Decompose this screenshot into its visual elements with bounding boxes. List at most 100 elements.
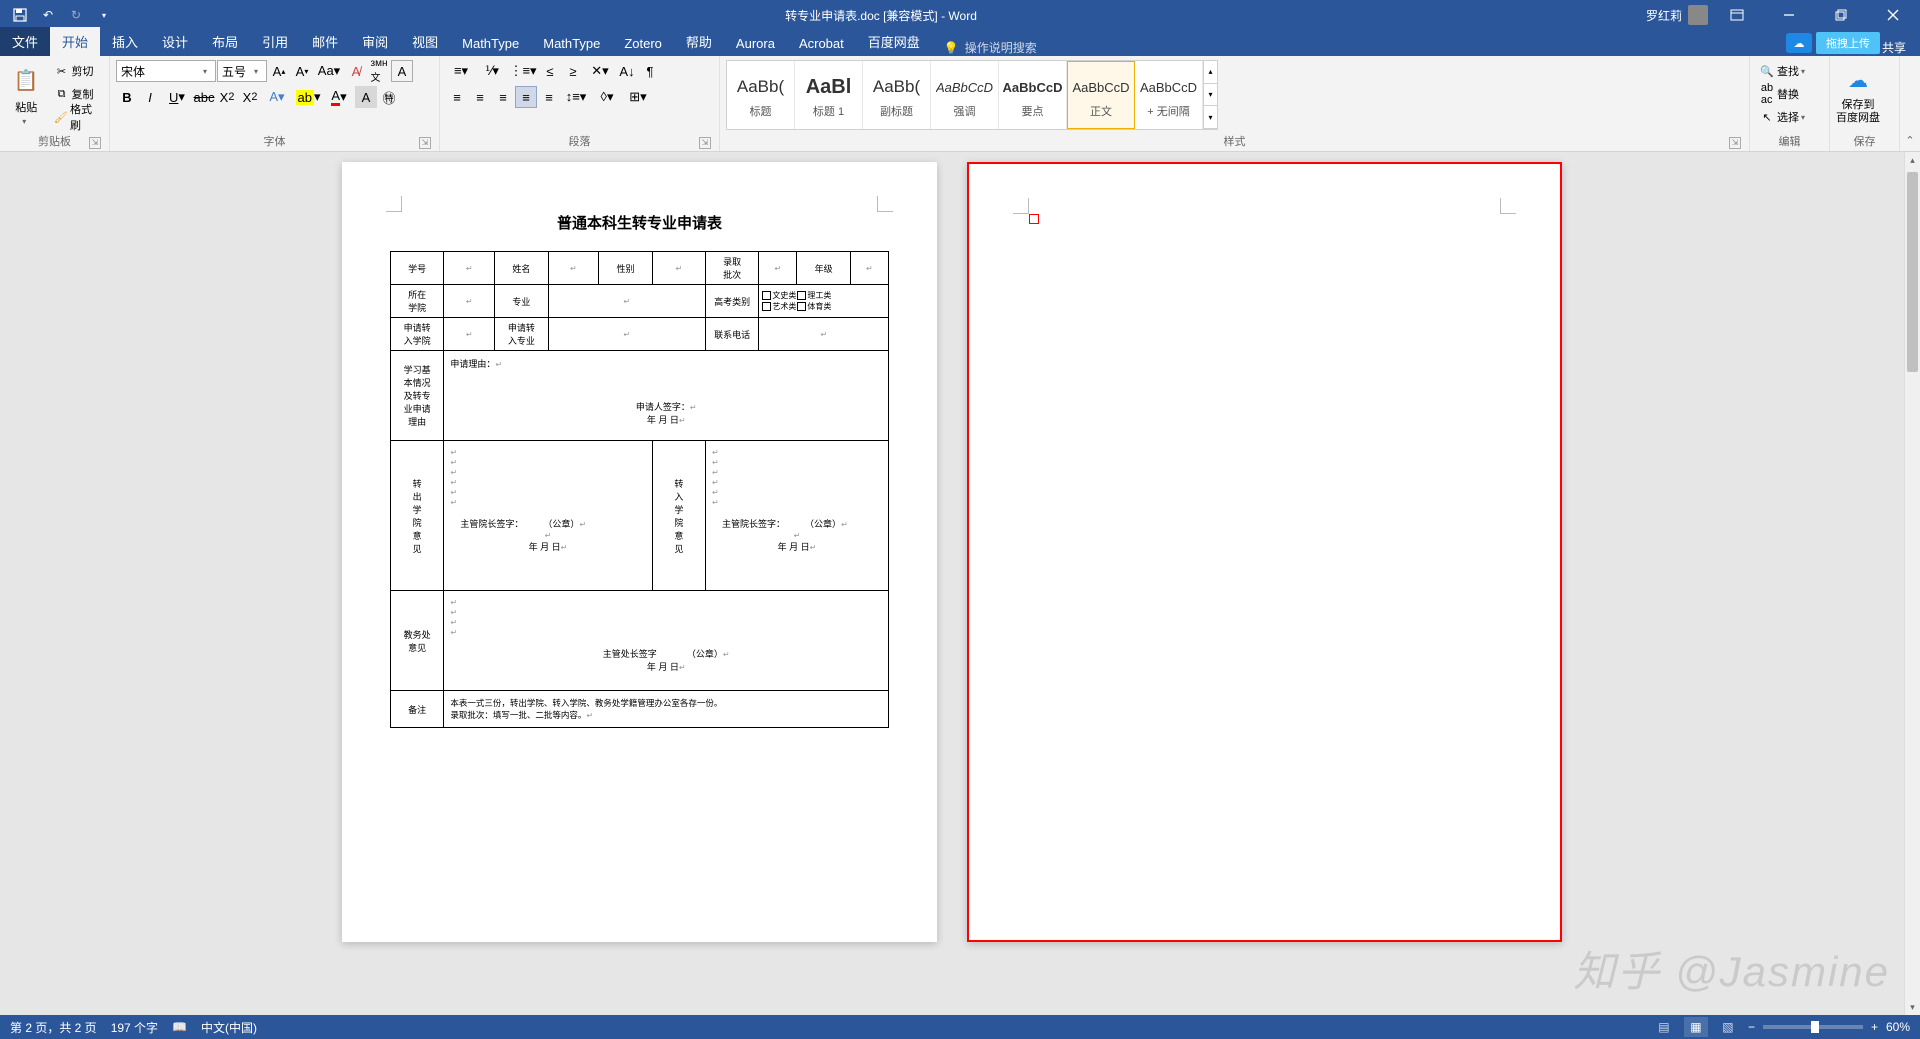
zoom-handle[interactable] [1811,1021,1819,1033]
zoom-level[interactable]: 60% [1886,1020,1910,1034]
character-shading-button[interactable]: A [355,86,377,108]
numbering-button[interactable]: ⅟▾ [477,60,507,82]
superscript-button[interactable]: X2 [239,86,261,108]
phonetic-guide-button[interactable]: змн文 [368,60,390,82]
baidu-cloud-icon[interactable]: ☁ [1786,33,1812,53]
tab-baidu[interactable]: 百度网盘 [856,27,932,56]
sort-button[interactable]: A↓ [616,60,638,82]
bullets-button[interactable]: ≡▾ [446,60,476,82]
tell-me-search[interactable]: 💡操作说明搜索 [932,39,1049,56]
qat-more-icon[interactable]: ▾ [92,3,116,27]
vertical-scrollbar[interactable]: ▴ ▾ [1904,152,1920,1015]
style-normal[interactable]: AaBbCcD正文 [1067,61,1135,129]
shading-button[interactable]: ◊▾ [592,86,622,108]
redo-button[interactable]: ↻ [64,3,88,27]
align-center-button[interactable]: ≡ [469,86,491,108]
bold-button[interactable]: B [116,86,138,108]
zoom-in-button[interactable]: + [1871,1020,1878,1034]
page-2[interactable] [967,162,1562,942]
tab-references[interactable]: 引用 [250,27,300,56]
underline-button[interactable]: U▾ [162,86,192,108]
tab-insert[interactable]: 插入 [100,27,150,56]
language-indicator[interactable]: 中文(中国) [201,1019,257,1036]
increase-indent-button[interactable]: ≥ [562,60,584,82]
tab-mathtype-2[interactable]: MathType [531,31,612,56]
style-title[interactable]: AaBb(标题 [727,61,795,129]
justify-button[interactable]: ≡ [515,86,537,108]
font-launcher[interactable]: ⇲ [419,137,431,149]
text-effects-button[interactable]: A▾ [262,86,292,108]
scroll-down-arrow[interactable]: ▾ [1905,999,1920,1015]
save-button[interactable] [8,3,32,27]
tab-design[interactable]: 设计 [150,27,200,56]
align-left-button[interactable]: ≡ [446,86,468,108]
grow-font-button[interactable]: A▴ [268,60,290,82]
multilevel-list-button[interactable]: ⋮≡▾ [508,60,538,82]
font-size-combo[interactable]: 五号▾ [217,60,267,82]
print-layout-button[interactable]: ▦ [1684,1017,1708,1037]
replace-button[interactable]: abac替换 [1756,83,1812,105]
user-avatar[interactable] [1688,5,1708,25]
style-heading1[interactable]: AaBl标题 1 [795,61,863,129]
zoom-out-button[interactable]: − [1748,1020,1755,1034]
scroll-up-arrow[interactable]: ▴ [1905,152,1920,168]
minimize-button[interactable] [1766,0,1812,30]
distributed-button[interactable]: ≡ [538,86,560,108]
font-color-button[interactable]: A▾ [324,86,354,108]
change-case-button[interactable]: Aa▾ [314,60,344,82]
subscript-button[interactable]: X2 [216,86,238,108]
user-name[interactable]: 罗红莉 [1646,7,1682,24]
clipboard-launcher[interactable]: ⇲ [89,137,101,149]
line-spacing-button[interactable]: ↕≡▾ [561,86,591,108]
clear-formatting-button[interactable]: A̸ [345,60,367,82]
style-scroll-up[interactable]: ▴ [1204,61,1217,84]
decrease-indent-button[interactable]: ≤ [539,60,561,82]
tab-acrobat[interactable]: Acrobat [787,31,856,56]
style-scroll-down[interactable]: ▾ [1204,84,1217,107]
show-marks-button[interactable]: ¶ [639,60,661,82]
format-painter-button[interactable]: 🖌格式刷 [51,106,103,128]
shrink-font-button[interactable]: A▾ [291,60,313,82]
paste-button[interactable]: 📋 粘贴 ▾ [6,60,47,130]
style-nospacing[interactable]: AaBbCcD+ 无间隔 [1135,61,1203,129]
scrollbar-thumb[interactable] [1907,172,1918,372]
page-1[interactable]: 普通本科生转专业申请表 学号↵ 姓名↵ 性别↵ 录取 批次↵ 年级↵ 所在 学院… [342,162,937,942]
style-strong[interactable]: AaBbCcD要点 [999,61,1067,129]
align-right-button[interactable]: ≡ [492,86,514,108]
tab-mathtype-1[interactable]: MathType [450,31,531,56]
drag-upload-button[interactable]: 拖拽上传 [1816,32,1880,54]
style-subtitle[interactable]: AaBb(副标题 [863,61,931,129]
save-to-baidu-button[interactable]: ☁ 保存到 百度网盘 [1836,60,1880,130]
style-expand[interactable]: ▾ [1204,106,1217,129]
italic-button[interactable]: I [139,86,161,108]
close-button[interactable] [1870,0,1916,30]
highlight-button[interactable]: ab▾ [293,86,323,108]
style-emphasis[interactable]: AaBbCcD强调 [931,61,999,129]
tab-home[interactable]: 开始 [50,27,100,56]
word-count[interactable]: 197 个字 [111,1019,158,1036]
tab-review[interactable]: 审阅 [350,27,400,56]
paragraph-launcher[interactable]: ⇲ [699,137,711,149]
strikethrough-button[interactable]: abc [193,86,215,108]
font-name-combo[interactable]: 宋体▾ [116,60,216,82]
find-button[interactable]: 🔍查找▾ [1756,60,1812,82]
maximize-button[interactable] [1818,0,1864,30]
tab-help[interactable]: 帮助 [674,27,724,56]
zoom-slider[interactable] [1763,1025,1863,1029]
tab-view[interactable]: 视图 [400,27,450,56]
tab-layout[interactable]: 布局 [200,27,250,56]
styles-launcher[interactable]: ⇲ [1729,137,1741,149]
spell-check-icon[interactable]: 📖 [172,1020,187,1034]
enclose-characters-button[interactable]: ㊕ [378,86,400,108]
page-indicator[interactable]: 第 2 页，共 2 页 [10,1019,97,1036]
undo-button[interactable]: ↶ [36,3,60,27]
select-button[interactable]: ↖选择▾ [1756,106,1812,128]
collapse-ribbon-button[interactable]: ⌃ [1905,134,1914,147]
tab-file[interactable]: 文件 [0,27,50,56]
ribbon-display-button[interactable] [1714,0,1760,30]
character-border-button[interactable]: A [391,60,413,82]
cut-button[interactable]: ✂剪切 [51,60,103,82]
web-layout-button[interactable]: ▧ [1716,1017,1740,1037]
tab-mailings[interactable]: 邮件 [300,27,350,56]
asian-layout-button[interactable]: ✕▾ [585,60,615,82]
